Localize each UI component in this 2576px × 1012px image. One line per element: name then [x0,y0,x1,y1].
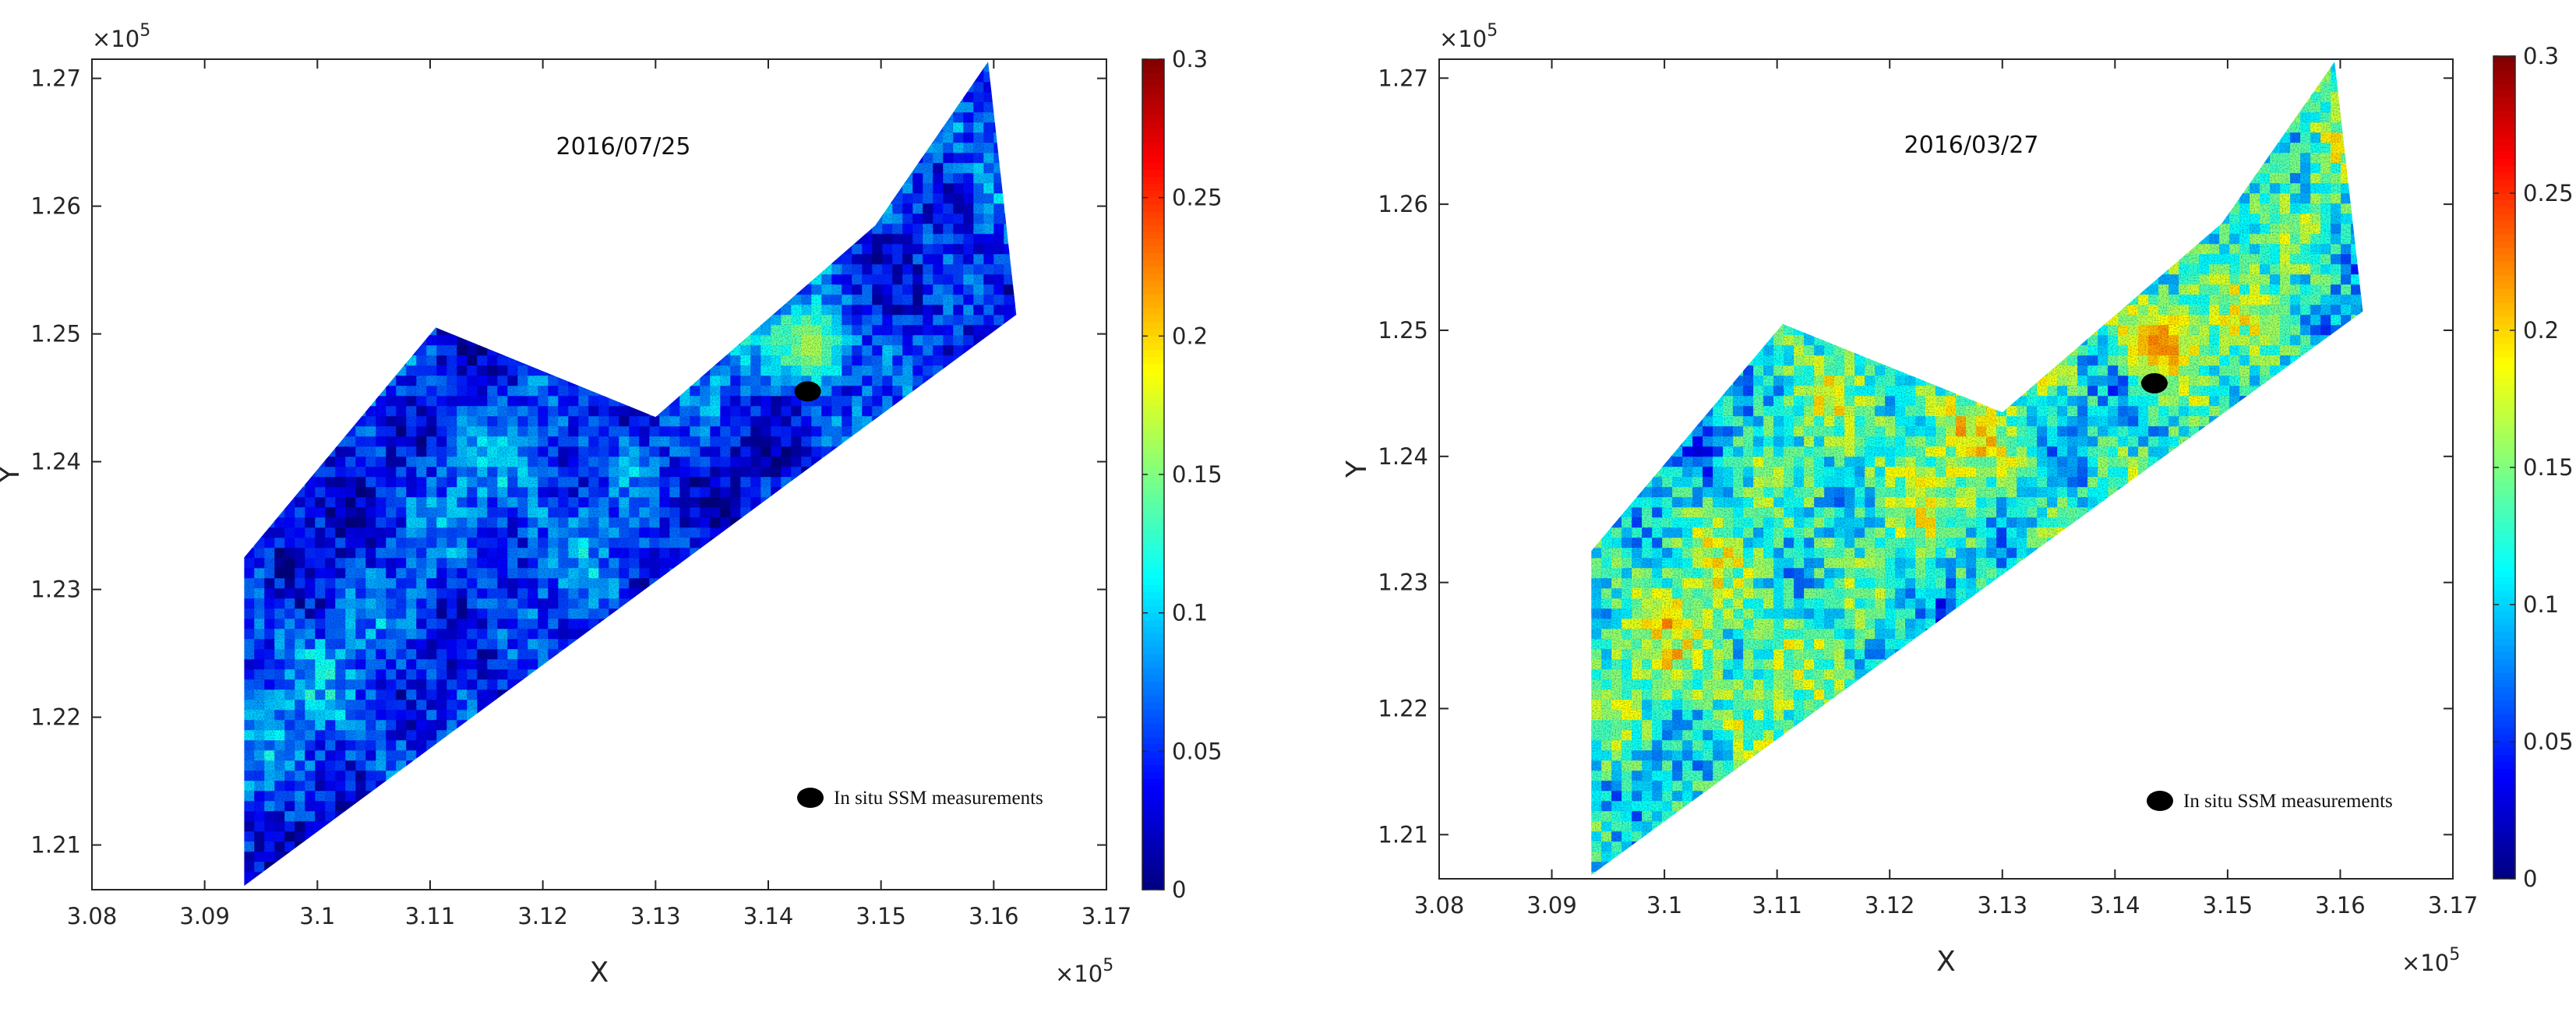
colorbar-tick-label: 0.2 [2523,317,2559,344]
colorbar: 0 0.05 0.1 0.15 0.2 0.25 0.3 [1142,46,1223,903]
x-tick-label: 3.09 [179,903,230,929]
colorbar-tick-label: 0.3 [2523,43,2559,69]
x-tick-label: 3.17 [2428,892,2479,919]
x-axis-label: X [590,957,609,989]
x-tick-label: 3.08 [67,903,118,929]
colorbar-tick-label: 0 [1172,876,1186,903]
x-axis-label: X [1936,946,1956,978]
colorbar: 0 0.05 0.1 0.15 0.2 0.25 0.3 [2493,43,2574,892]
y-tick-label: 1.22 [1378,696,1428,722]
x-tick-label: 3.15 [856,903,906,929]
panel-left: 3.08 3.09 3.1 3.11 3.12 3.13 3.14 3.15 3.16 3.17 1… [0,21,1223,989]
in-situ-measurement-marker [794,381,821,402]
y-tick-label: 1.23 [1378,569,1428,596]
x-tick-label: 3.13 [1977,892,2027,919]
panel-right: 3.08 3.09 3.1 3.11 3.12 3.13 3.14 3.15 3.16 3.17 1… [1341,21,2574,978]
y-tick-label: 1.27 [30,65,81,92]
colorbar-tick-label: 0.1 [2523,591,2559,618]
y-tick-label: 1.25 [30,321,81,347]
colorbar-tick-label: 0.1 [1172,600,1208,626]
y-tick-label: 1.23 [30,577,81,603]
colorbar-tick-label: 0.25 [2523,180,2574,206]
x-tick-label: 3.11 [1752,892,1802,919]
y-tick-label: 1.24 [30,449,81,475]
y-tick-label: 1.25 [1378,317,1428,344]
x-tick-label: 3.13 [630,903,681,929]
y-tick-label: 1.21 [1378,821,1428,848]
y-axis-label: Y [1341,460,1373,478]
colorbar-tick-label: 0.05 [2523,728,2574,755]
x-tick-label: 3.09 [1526,892,1577,919]
x-tick-label: 3.14 [743,903,794,929]
y-tick-label: 1.26 [1378,191,1428,217]
colorbar-tick-label: 0.3 [1172,46,1208,72]
x-tick-label: 3.16 [2315,892,2366,919]
x-tick-label: 3.12 [517,903,568,929]
y-tick-label: 1.27 [1378,65,1428,91]
y-axis-label: Y [0,465,26,484]
colorbar-tick-label: 0.05 [1172,738,1223,764]
x-tick-label: 3.1 [299,903,335,929]
y-tick-label: 1.21 [30,832,81,859]
colorbar-tick-label: 0.2 [1172,323,1208,349]
x-exponent-label: ×105 [1055,956,1113,987]
x-tick-label: 3.15 [2203,892,2253,919]
x-tick-label: 3.11 [405,903,456,929]
y-exponent-label: ×105 [1439,21,1498,52]
legend-label: In situ SSM measurements [2183,791,2393,812]
x-tick-label: 3.17 [1082,903,1132,929]
in-situ-measurement-marker [2140,372,2168,393]
x-tick-label: 3.12 [1865,892,1915,919]
colorbar-tick-label: 0.15 [1172,461,1223,488]
legend-label: In situ SSM measurements [834,788,1043,809]
colorbar-tick-label: 0 [2523,866,2537,892]
x-tick-label: 3.1 [1646,892,1682,919]
y-exponent-label: ×105 [92,21,150,52]
y-tick-label: 1.22 [30,704,81,731]
colorbar-tick-label: 0.15 [2523,454,2574,481]
legend-marker [2147,791,2173,811]
x-tick-label: 3.16 [969,903,1019,929]
y-tick-label: 1.26 [30,193,81,220]
legend-marker [797,788,824,808]
y-tick-label: 1.24 [1378,443,1428,470]
x-tick-label: 3.14 [2090,892,2140,919]
x-tick-label: 3.08 [1414,892,1465,919]
x-exponent-label: ×105 [2401,945,2460,976]
colorbar-tick-label: 0.25 [1172,185,1223,211]
map-date-title: 2016/03/27 [1904,132,2039,159]
map-date-title: 2016/07/25 [556,133,691,160]
